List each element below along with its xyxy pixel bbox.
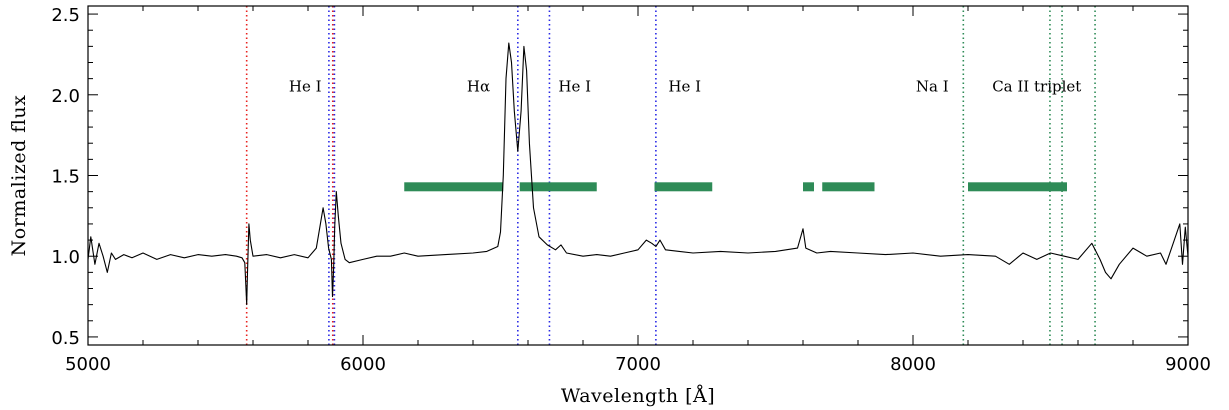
wavelength-band xyxy=(654,182,713,192)
x-tick-label: 5000 xyxy=(65,354,111,375)
x-tick-label: 9000 xyxy=(1165,354,1211,375)
y-tick-label: 1.5 xyxy=(51,167,80,188)
y-tick-label: 2.5 xyxy=(51,5,80,26)
y-tick-label: 1.0 xyxy=(51,247,80,268)
plot-frame xyxy=(87,5,1189,346)
y-axis-label: Normalized flux xyxy=(8,95,30,257)
y-tick-label: 0.5 xyxy=(51,328,80,349)
x-tick-label: 8000 xyxy=(890,354,936,375)
y-tick-label: 2.0 xyxy=(51,86,80,107)
wavelength-band xyxy=(822,182,875,192)
wavelength-band xyxy=(519,182,597,192)
line-annotation: He I xyxy=(558,78,591,96)
wavelength-band xyxy=(803,182,814,192)
spectrum-line xyxy=(87,42,1189,306)
line-annotation: Ca II triplet xyxy=(992,78,1081,96)
wavelength-band xyxy=(968,182,1067,192)
axis-ticks xyxy=(87,6,1189,345)
x-tick-label: 6000 xyxy=(340,354,386,375)
line-annotation: He I xyxy=(668,78,701,96)
wavelength-bands xyxy=(404,182,1067,192)
line-annotation: He I xyxy=(289,78,322,96)
line-annotation: Hα xyxy=(467,78,490,96)
x-tick-labels: 5000 6000 7000 8000 9000 xyxy=(65,354,1211,375)
line-annotations: He I Hα He I He I Na I Ca II triplet xyxy=(289,78,1081,96)
wavelength-band xyxy=(404,182,504,192)
line-annotation: Na I xyxy=(916,78,949,96)
x-axis-label: Wavelength [Å] xyxy=(561,385,715,407)
reference-lines xyxy=(245,6,1096,345)
y-tick-labels: 0.5 1.0 1.5 2.0 2.5 xyxy=(51,5,80,349)
x-tick-label: 7000 xyxy=(615,354,661,375)
spectrum-series xyxy=(87,42,1189,306)
